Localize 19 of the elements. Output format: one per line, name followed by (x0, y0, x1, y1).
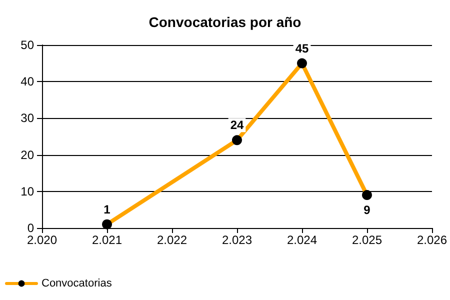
x-tick-label: 2.024 (286, 233, 318, 247)
data-label: 45 (295, 41, 309, 56)
x-tick-label: 2.022 (156, 233, 188, 247)
y-tick-label: 40 (20, 74, 34, 89)
y-tick-label: 50 (20, 38, 34, 52)
x-tick-label: 2.021 (92, 233, 122, 247)
x-tick-label: 2.025 (352, 233, 382, 247)
x-tick-label: 2.020 (26, 233, 58, 247)
y-tick-label: 0 (27, 221, 34, 235)
legend-label: Convocatorias (42, 278, 112, 290)
y-tick-label: 20 (20, 148, 34, 162)
data-label: 9 (364, 203, 371, 218)
x-tick-label: 2.023 (222, 233, 252, 247)
chart-title: Convocatorias por año (148, 14, 302, 30)
y-tick-label: 10 (20, 184, 34, 198)
x-tick-label: 2.026 (416, 233, 448, 247)
data-label: 24 (230, 118, 244, 132)
data-label: 1 (104, 202, 111, 216)
y-tick-label: 30 (20, 111, 34, 126)
